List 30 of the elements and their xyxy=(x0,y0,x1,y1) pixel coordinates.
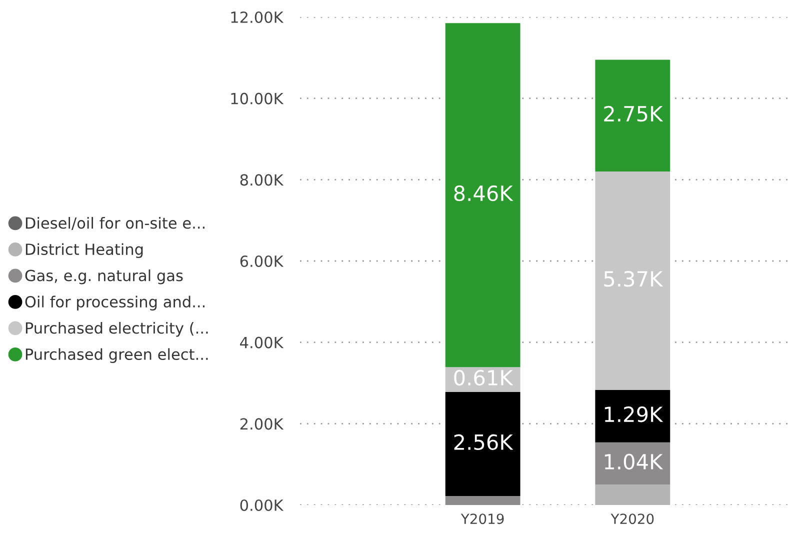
data-label: 1.04K xyxy=(604,454,664,470)
y-tick-label: 8.00K xyxy=(240,174,284,186)
legend-label: Oil for processing and... xyxy=(25,296,205,310)
data-label: 5.37K xyxy=(604,271,664,287)
bar xyxy=(445,392,520,496)
legend-label: Purchased green elect... xyxy=(26,348,208,363)
bar xyxy=(595,60,670,172)
bar xyxy=(445,23,520,368)
data-label: 8.46K xyxy=(454,185,514,202)
data-label: 2.75K xyxy=(604,106,664,122)
y-tick-label: 4.00K xyxy=(240,336,284,348)
data-label: 0.61K xyxy=(454,370,514,386)
legend-label: District Heating xyxy=(26,243,143,258)
bar xyxy=(595,442,670,485)
y-tick-label: 2.00K xyxy=(240,418,284,430)
bar xyxy=(595,484,670,505)
bar xyxy=(595,390,670,442)
x-tick-label: Y2019 xyxy=(460,514,504,524)
y-tick-label: 6.00K xyxy=(240,255,284,268)
x-tick-label: Y2020 xyxy=(610,514,654,524)
data-label: 1.29K xyxy=(604,406,664,422)
bar xyxy=(445,496,520,505)
y-tick-label: 12.00K xyxy=(231,11,284,24)
y-tick-label: 10.00K xyxy=(231,92,284,104)
bar xyxy=(595,172,670,390)
y-tick-label: 0.00K xyxy=(240,499,284,512)
legend-label: Diesel/oil for on-site e... xyxy=(26,216,204,230)
data-label: 2.56K xyxy=(454,434,514,450)
legend-label: Purchased electricity (... xyxy=(26,322,208,337)
legend-label: Gas, e.g. natural gas xyxy=(25,269,183,284)
